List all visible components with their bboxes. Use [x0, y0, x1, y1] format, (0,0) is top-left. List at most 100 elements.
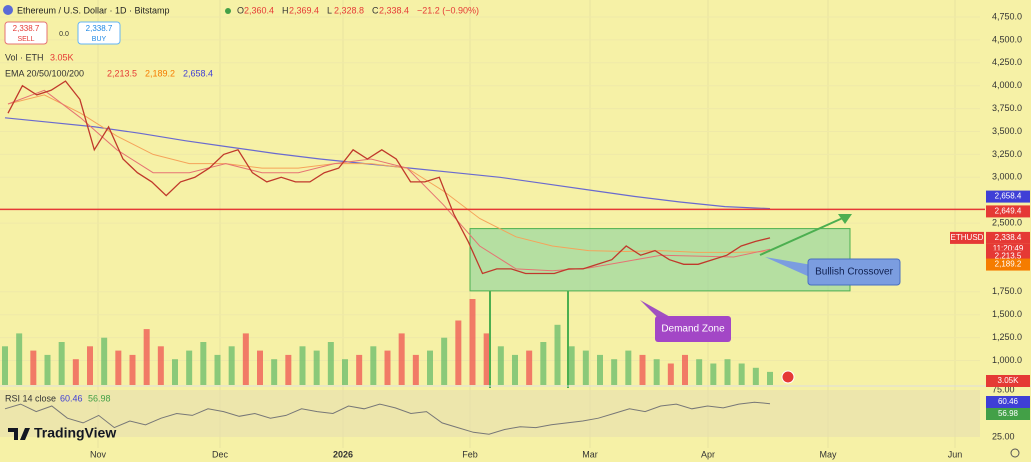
- volume-bar: [200, 342, 207, 385]
- ema-name: EMA 20/50/100/200: [5, 68, 84, 78]
- volume-bar: [554, 324, 561, 385]
- volume-bar: [214, 354, 221, 385]
- volume-bar: [427, 350, 433, 385]
- rsi-tick: 75.00: [992, 384, 1015, 394]
- rsi-label: 56.98: [998, 409, 1019, 418]
- timer: 11:20:49: [993, 244, 1024, 253]
- symbol-icon: [3, 5, 13, 15]
- volume-bar: [441, 337, 448, 385]
- callout-text: Bullish Crossover: [815, 267, 893, 278]
- volume-bar: [398, 333, 405, 385]
- vol-label-bg: [986, 375, 1030, 387]
- volume-bar: [696, 359, 703, 385]
- volume-bar: [129, 354, 136, 385]
- volume-bar: [242, 333, 249, 385]
- callout-pointer: [765, 257, 812, 278]
- volume-bar: [356, 354, 363, 385]
- price-label-bg: [986, 231, 1030, 244]
- volume-bar: [752, 367, 759, 385]
- rsi-name: RSI 14 close: [5, 393, 56, 403]
- volume-bar: [172, 359, 178, 385]
- ohlc-key: L: [327, 5, 332, 15]
- buy-btn[interactable]: [77, 21, 121, 45]
- volume-bar: [738, 363, 745, 385]
- logo-icon: [8, 428, 30, 440]
- volume-bar: [710, 363, 717, 385]
- time-label: 2026: [333, 449, 353, 459]
- price-label: 2,649.4: [995, 207, 1022, 216]
- price-tick: 4,250.0: [992, 57, 1022, 67]
- volume-bar: [483, 333, 490, 385]
- rsi-value: 56.98: [88, 393, 111, 403]
- ohlc-value: 2,360.4: [244, 5, 274, 15]
- volume-bar: [228, 346, 235, 385]
- price-label: 2,338.4: [995, 233, 1022, 242]
- volume-bar: [44, 354, 51, 385]
- logo: TradingView: [34, 425, 116, 441]
- volume-bar: [143, 329, 150, 385]
- volume-bar: [257, 350, 263, 385]
- price-label: 2,658.4: [995, 192, 1022, 201]
- ohlc-value: 2,369.4: [289, 5, 319, 15]
- price-label-bg: [986, 258, 1030, 271]
- ohlc-key: C: [372, 5, 379, 15]
- symbol: ETHUSD: [951, 233, 984, 242]
- spread: 0.0: [59, 31, 69, 38]
- ema-value: 2,189.2: [145, 68, 175, 78]
- ohlc-value: 2,328.8: [334, 5, 364, 15]
- volume-bar: [469, 299, 476, 385]
- volume-bar: [30, 350, 37, 385]
- settings-icon: [1010, 448, 1020, 458]
- volume-bar: [157, 346, 164, 385]
- price-tick: 4,000.0: [992, 80, 1022, 90]
- price-tick: 1,000.0: [992, 355, 1022, 365]
- volume-bar: [455, 320, 462, 385]
- time-label: Nov: [90, 449, 107, 459]
- sell-btn[interactable]: [4, 21, 48, 45]
- zone-pointer: [640, 300, 672, 320]
- price-tick: 3,750.0: [992, 103, 1022, 113]
- ohlc-value: 2,338.4: [379, 5, 409, 15]
- price-tick: 3,500.0: [992, 126, 1022, 136]
- symbol-title: Ethereum / U.S. Dollar · 1D · Bitstamp: [17, 5, 170, 15]
- volume-bar: [342, 359, 348, 385]
- volume-bar: [2, 346, 8, 385]
- volume-bar: [582, 350, 589, 385]
- price-tick: 4,500.0: [992, 34, 1022, 44]
- rsi-value: 60.46: [60, 393, 83, 403]
- rsi-label-bg: [986, 408, 1030, 420]
- volume-bar: [625, 350, 632, 385]
- vol-name: Vol · ETH: [5, 52, 44, 62]
- volume-bar: [72, 359, 79, 385]
- price-tick: 2,500.0: [992, 217, 1022, 227]
- vol-label: 3.05K: [998, 376, 1020, 385]
- volume-bar: [767, 371, 773, 385]
- volume-bar: [611, 359, 618, 385]
- arrow-head: [838, 214, 852, 224]
- volume-bar: [653, 359, 660, 385]
- volume-bar: [724, 359, 731, 385]
- volume-bar: [412, 354, 419, 385]
- ema-value: 2,213.5: [107, 68, 137, 78]
- volume-bar: [370, 346, 377, 385]
- ema50-line: [7, 94, 771, 253]
- volume-bar: [327, 342, 334, 385]
- volume-bar: [667, 363, 674, 385]
- volume-bar: [101, 337, 108, 385]
- price-label: 2,189.2: [995, 260, 1022, 269]
- ohlc-key: O: [237, 5, 244, 15]
- rsi-tick: 25.00: [992, 431, 1015, 441]
- time-label: Mar: [582, 449, 598, 459]
- status-dot: [225, 8, 231, 14]
- volume-bar: [271, 359, 278, 385]
- arrow: [759, 216, 846, 256]
- volume-bar: [682, 354, 688, 385]
- volume-bar: [313, 350, 320, 385]
- time-label: May: [819, 449, 837, 459]
- volume-bar: [285, 354, 292, 385]
- price-tick: 3,000.0: [992, 172, 1022, 182]
- rsi-line: [4, 401, 771, 435]
- ema-value: 2,658.4: [183, 68, 213, 78]
- price-label-bg: [986, 250, 1030, 263]
- volume-bar: [526, 350, 533, 385]
